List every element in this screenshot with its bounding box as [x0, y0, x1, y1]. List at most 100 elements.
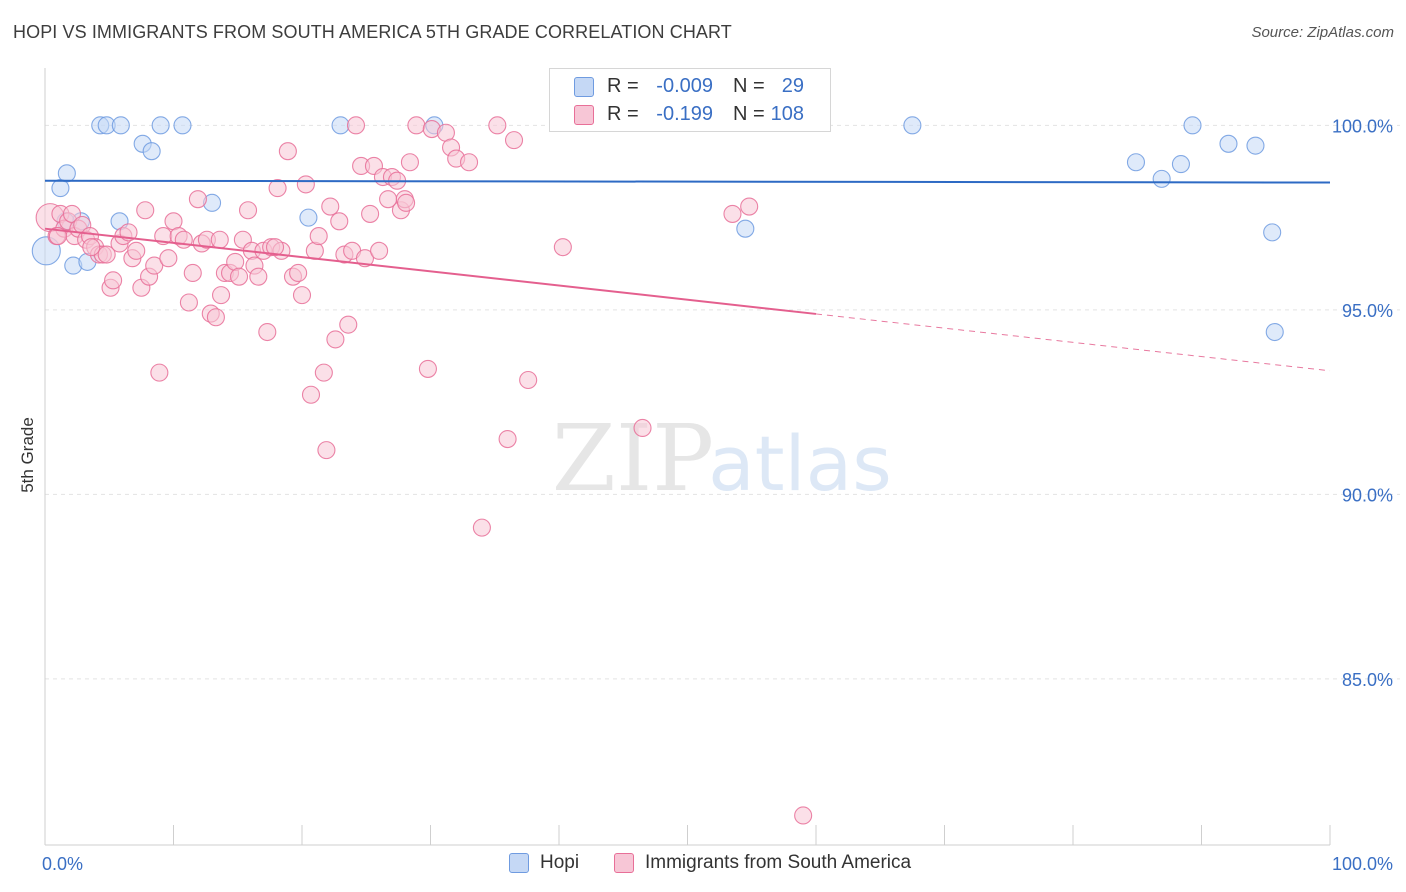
legend-n-value: 29 — [781, 75, 804, 97]
point-immigrants-72 — [355, 249, 375, 268]
point-hopi-2 — [57, 164, 76, 183]
legend-r-value: -0.009 — [656, 75, 713, 97]
point-immigrants-50 — [258, 322, 277, 342]
point-immigrants-38 — [206, 308, 225, 327]
point-immigrants-63 — [317, 441, 336, 460]
point-hopi-22 — [1171, 155, 1190, 174]
y-tick-label-3: 85.0% — [1342, 670, 1393, 690]
legend-r-label: R = — [607, 103, 639, 125]
legend-swatch-hopi — [574, 77, 594, 97]
point-immigrants-59 — [301, 385, 321, 404]
watermark-atlas: atlas — [708, 419, 892, 508]
data-points — [31, 116, 1284, 825]
point-immigrants-31 — [174, 230, 193, 249]
point-immigrants-25 — [145, 256, 164, 275]
point-hopi-19 — [903, 116, 922, 135]
point-hopi-11 — [142, 142, 161, 161]
point-immigrants-61 — [309, 227, 328, 246]
point-immigrants-96 — [633, 418, 652, 438]
point-immigrants-92 — [498, 429, 517, 449]
point-immigrants-70 — [346, 116, 366, 135]
trend-line-immigrants — [44, 227, 817, 315]
point-immigrants-56 — [289, 263, 308, 283]
watermark-zip: ZIP — [552, 405, 714, 512]
axes — [44, 68, 1331, 846]
point-immigrants-45 — [238, 201, 258, 220]
series-label-hopi: Hopi — [540, 852, 580, 873]
grid-lines — [45, 124, 1400, 680]
point-hopi-25 — [1246, 136, 1265, 155]
point-immigrants-42 — [226, 252, 245, 271]
point-immigrants-90 — [472, 518, 491, 537]
point-hopi-9 — [111, 116, 130, 135]
point-immigrants-14 — [97, 245, 116, 264]
chart-source: Source: ZipAtlas.com — [1251, 24, 1394, 41]
point-immigrants-65 — [326, 330, 345, 349]
legend-swatch-immigrants — [574, 105, 594, 125]
point-immigrants-97 — [723, 204, 742, 223]
y-tick-label-1: 95.0% — [1342, 301, 1393, 321]
correlation-legend: R = -0.009 N = 29 R = -0.199 N = 108 — [549, 68, 831, 132]
legend-n-label: N = — [733, 103, 765, 125]
point-immigrants-43 — [229, 267, 249, 286]
point-immigrants-66 — [330, 212, 349, 231]
point-immigrants-60 — [305, 241, 324, 260]
point-immigrants-52 — [268, 179, 287, 198]
point-immigrants-99 — [794, 806, 813, 825]
point-immigrants-101 — [82, 238, 101, 257]
watermark: ZIP atlas — [552, 405, 892, 512]
legend-r-value: -0.199 — [656, 103, 713, 125]
point-hopi-13 — [173, 116, 192, 135]
trend-line-immigrants-extrapolated — [815, 313, 1331, 372]
point-immigrants-54 — [278, 142, 297, 161]
point-hopi-21 — [1152, 169, 1171, 188]
point-hopi-18 — [736, 219, 755, 238]
point-immigrants-93 — [504, 131, 524, 150]
point-hopi-16 — [331, 116, 350, 135]
trend-line-hopi — [44, 179, 1331, 184]
legend-n-label: N = — [733, 75, 765, 97]
series-label-immigrants: Immigrants from South America — [645, 852, 912, 873]
x-tick-label-right: 100.0% — [1332, 854, 1393, 874]
x-tick-label-left: 0.0% — [42, 854, 83, 874]
legend-row-immigrants: R = -0.199 N = 108 — [550, 101, 830, 129]
point-immigrants-48 — [249, 267, 268, 286]
point-immigrants-64 — [321, 197, 340, 216]
point-hopi-27 — [1265, 322, 1284, 342]
y-axis-label: 5th Grade — [18, 417, 37, 493]
point-immigrants-98 — [740, 197, 759, 216]
point-immigrants-26 — [150, 363, 169, 382]
point-immigrants-21 — [127, 241, 146, 260]
point-immigrants-16 — [104, 271, 123, 290]
point-immigrants-57 — [292, 286, 312, 305]
point-immigrants-82 — [400, 153, 419, 172]
point-immigrants-89 — [459, 153, 479, 172]
y-tick-label-2: 90.0% — [1342, 485, 1393, 505]
point-hopi-12 — [151, 116, 170, 135]
tick-labels: 100.0% 95.0% 90.0% 85.0% 0.0% 100.0% — [42, 116, 1393, 874]
point-immigrants-104 — [210, 230, 229, 249]
point-immigrants-68 — [339, 315, 358, 334]
point-immigrants-32 — [179, 293, 198, 312]
point-immigrants-23 — [136, 201, 155, 220]
chart-title: HOPI VS IMMIGRANTS FROM SOUTH AMERICA 5T… — [13, 22, 732, 42]
point-immigrants-100 — [48, 227, 67, 246]
series-legend: Hopi Immigrants from South America — [0, 851, 1406, 877]
trend-lines — [44, 179, 1331, 372]
point-immigrants-91 — [488, 116, 507, 135]
legend-r-label: R = — [607, 75, 639, 97]
point-immigrants-33 — [183, 263, 202, 283]
y-tick-label-0: 100.0% — [1332, 116, 1393, 136]
point-immigrants-83 — [407, 116, 426, 135]
point-hopi-24 — [1219, 134, 1238, 153]
point-immigrants-28 — [159, 249, 178, 268]
point-hopi-15 — [299, 208, 318, 227]
point-hopi-23 — [1183, 116, 1202, 135]
point-immigrants-58 — [296, 175, 315, 194]
point-immigrants-73 — [361, 204, 380, 223]
series-swatch-immigrants — [614, 853, 634, 873]
point-immigrants-94 — [519, 370, 538, 390]
point-immigrants-103 — [397, 193, 416, 212]
point-hopi-20 — [1126, 153, 1146, 172]
